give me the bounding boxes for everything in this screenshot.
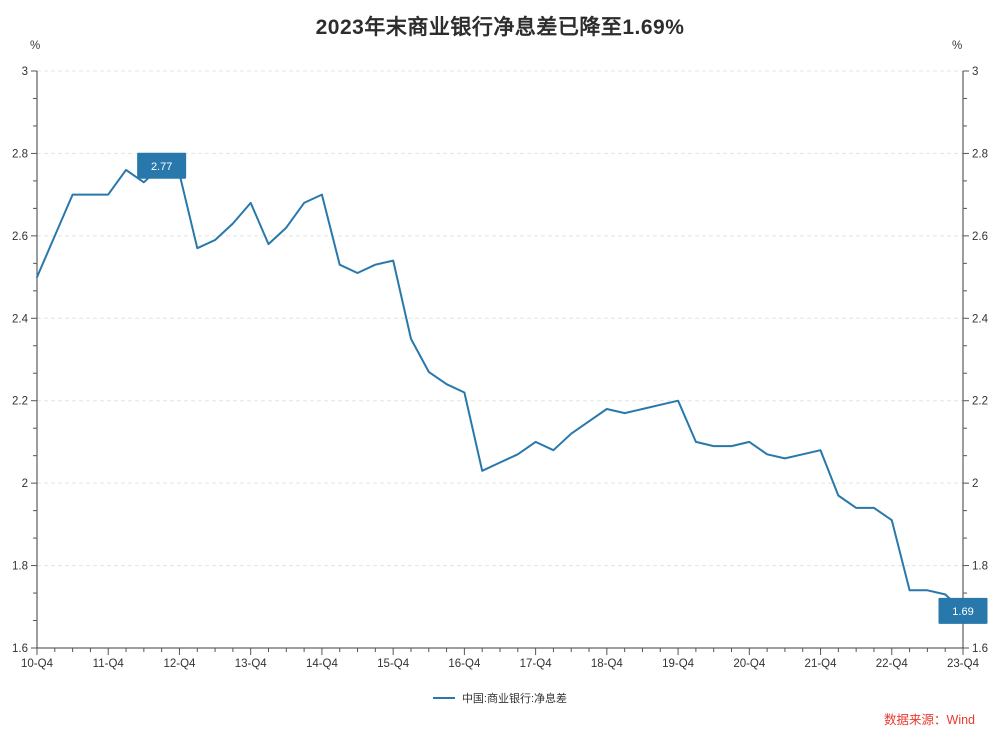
x-tick-label: 17-Q4 <box>520 658 553 670</box>
x-tick-label: 23-Q4 <box>947 658 980 670</box>
y-tick-label: 2.6 <box>972 231 988 243</box>
x-tick-label: 12-Q4 <box>163 658 196 670</box>
x-tick-label: 18-Q4 <box>591 658 624 670</box>
x-tick-label: 20-Q4 <box>733 658 766 670</box>
x-tick-label: 14-Q4 <box>306 658 339 670</box>
y-tick-label: 2.8 <box>12 148 28 160</box>
y-tick-label: 1.8 <box>972 561 988 573</box>
legend-line-icon <box>432 697 455 699</box>
y-tick-label: 2.8 <box>972 148 988 160</box>
y-tick-label: 3 <box>22 66 28 78</box>
legend-label: 中国:商业银行:净息差 <box>461 693 568 705</box>
series-line <box>36 164 964 612</box>
y-tick-label: 2 <box>972 478 978 490</box>
y-tick-label: 2.4 <box>972 313 989 325</box>
y-tick-label: 1.6 <box>972 643 988 655</box>
x-tick-label: 11-Q4 <box>93 658 125 670</box>
chart-title: 2023年末商业银行净息差已降至1.69% <box>315 16 685 39</box>
annotation-label: 1.69 <box>952 606 973 618</box>
x-tick-label: 15-Q4 <box>377 658 410 670</box>
y-tick-label: 2.2 <box>972 396 988 408</box>
annotation-label: 2.77 <box>151 161 172 173</box>
x-tick-label: 22-Q4 <box>876 658 909 670</box>
y-tick-label: 1.6 <box>12 643 28 655</box>
y-tick-label: 2.2 <box>12 396 28 408</box>
y-tick-label: 2.4 <box>12 313 29 325</box>
y-axis-unit-left: % <box>30 40 41 52</box>
y-axis-unit-right: % <box>952 40 963 52</box>
legend: 中国:商业银行:净息差 <box>0 690 1000 706</box>
y-tick-label: 1.8 <box>12 561 28 573</box>
data-source-label: 数据来源：Wind <box>884 713 975 727</box>
x-tick-label: 10-Q4 <box>21 658 54 670</box>
x-tick-label: 13-Q4 <box>235 658 268 670</box>
x-tick-label: 21-Q4 <box>805 658 838 670</box>
annotation-box <box>137 152 187 179</box>
annotation-box <box>938 597 988 624</box>
x-tick-label: 19-Q4 <box>662 658 695 670</box>
y-tick-label: 2 <box>22 478 28 490</box>
y-tick-label: 2.6 <box>12 231 28 243</box>
x-tick-label: 16-Q4 <box>448 658 481 670</box>
y-tick-label: 3 <box>972 66 978 78</box>
